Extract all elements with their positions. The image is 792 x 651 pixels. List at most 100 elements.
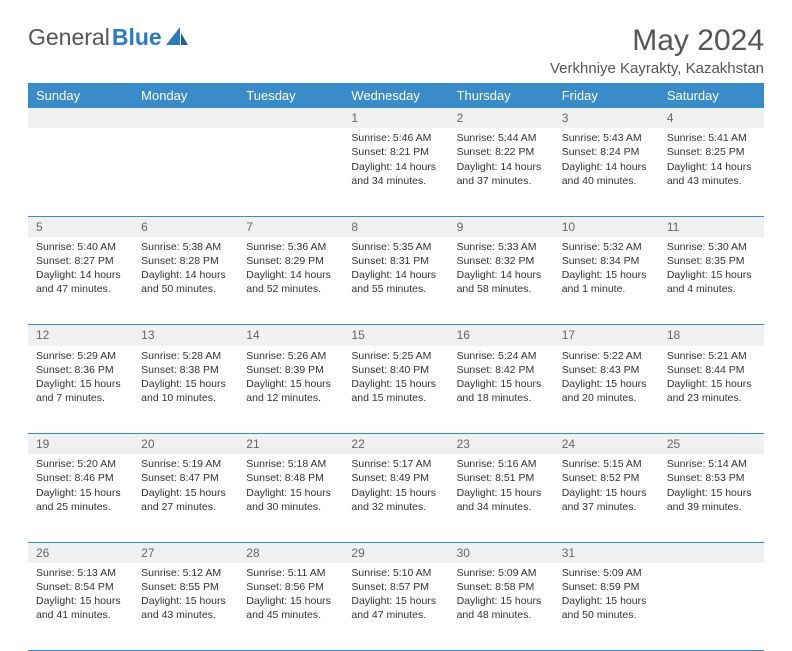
daylight-text: Daylight: 14 hours and 37 minutes. — [457, 160, 546, 188]
day-number: 13 — [133, 325, 238, 346]
daylight-text: Daylight: 14 hours and 50 minutes. — [141, 268, 230, 296]
day-header: Saturday — [659, 83, 764, 108]
sunset-text: Sunset: 8:44 PM — [667, 363, 756, 377]
sunrise-text: Sunrise: 5:46 AM — [351, 131, 440, 145]
sunrise-text: Sunrise: 5:24 AM — [457, 349, 546, 363]
day-header-row: Sunday Monday Tuesday Wednesday Thursday… — [28, 83, 764, 108]
sunset-text: Sunset: 8:24 PM — [562, 145, 651, 159]
day-number: 3 — [554, 108, 659, 128]
sunset-text: Sunset: 8:55 PM — [141, 580, 230, 594]
daylight-text: Daylight: 15 hours and 39 minutes. — [667, 486, 756, 514]
week-row: Sunrise: 5:46 AMSunset: 8:21 PM Daylight:… — [28, 128, 764, 216]
day-number: 15 — [343, 325, 448, 346]
day-number: 31 — [554, 542, 659, 563]
sunset-text: Sunset: 8:53 PM — [667, 471, 756, 485]
day-cell: Sunrise: 5:17 AMSunset: 8:49 PMDaylight:… — [343, 454, 448, 542]
day-number: 8 — [343, 216, 448, 237]
day-number: 18 — [659, 325, 764, 346]
day-number: 16 — [449, 325, 554, 346]
day-header: Monday — [133, 83, 238, 108]
day-cell: Sunrise: 5:41 AMSunset: 8:25 PMDaylight:… — [659, 128, 764, 216]
day-cell: Sunrise: 5:40 AMSunset: 8:27 PMDaylight:… — [28, 237, 133, 325]
daylight-text: Daylight: 15 hours and 50 minutes. — [562, 594, 651, 622]
day-number: 14 — [238, 325, 343, 346]
sunset-text: Sunset: 8:42 PM — [457, 363, 546, 377]
day-cell: Sunrise: 5:29 AMSunset: 8:36 PMDaylight:… — [28, 346, 133, 434]
sunrise-text: Sunrise: 5:09 AM — [562, 566, 651, 580]
sunrise-text: Sunrise: 5:21 AM — [667, 349, 756, 363]
sunset-text: Sunset: 8:46 PM — [36, 471, 125, 485]
day-number — [28, 108, 133, 128]
day-header: Thursday — [449, 83, 554, 108]
sunset-text: Sunset: 8:35 PM — [667, 254, 756, 268]
day-number: 2 — [449, 108, 554, 128]
daylight-text: Daylight: 15 hours and 23 minutes. — [667, 377, 756, 405]
week-row: Sunrise: 5:40 AMSunset: 8:27 PMDaylight:… — [28, 237, 764, 325]
day-cell: Sunrise: 5:16 AMSunset: 8:51 PMDaylight:… — [449, 454, 554, 542]
day-number — [659, 542, 764, 563]
sunset-text: Sunset: 8:39 PM — [246, 363, 335, 377]
day-header: Sunday — [28, 83, 133, 108]
sunrise-text: Sunrise: 5:44 AM — [457, 131, 546, 145]
title-block: May 2024 Verkhniye Kayrakty, Kazakhstan — [550, 24, 764, 77]
daylight-text: Daylight: 15 hours and 1 minute. — [562, 268, 651, 296]
daylight-text: Daylight: 15 hours and 48 minutes. — [457, 594, 546, 622]
daylight-text: Daylight: 14 hours and 55 minutes. — [351, 268, 440, 296]
sunrise-text: Sunrise: 5:36 AM — [246, 240, 335, 254]
daylight-text: Daylight: 15 hours and 41 minutes. — [36, 594, 125, 622]
day-number: 10 — [554, 216, 659, 237]
day-cell: Sunrise: 5:14 AMSunset: 8:53 PMDaylight:… — [659, 454, 764, 542]
sunset-text: Sunset: 8:54 PM — [36, 580, 125, 594]
daylight-text: Daylight: 15 hours and 27 minutes. — [141, 486, 230, 514]
daylight-text: Daylight: 15 hours and 34 minutes. — [457, 486, 546, 514]
daylight-text: Daylight: 14 hours and 47 minutes. — [36, 268, 125, 296]
sunrise-text: Sunrise: 5:15 AM — [562, 457, 651, 471]
day-number: 20 — [133, 434, 238, 455]
daylight-text: Daylight: 15 hours and 18 minutes. — [457, 377, 546, 405]
day-number: 28 — [238, 542, 343, 563]
sunset-text: Sunset: 8:49 PM — [351, 471, 440, 485]
day-cell: Sunrise: 5:38 AMSunset: 8:28 PMDaylight:… — [133, 237, 238, 325]
day-cell: Sunrise: 5:46 AMSunset: 8:21 PMDaylight:… — [343, 128, 448, 216]
daylight-text: Daylight: 15 hours and 37 minutes. — [562, 486, 651, 514]
day-cell: Sunrise: 5:30 AMSunset: 8:35 PMDaylight:… — [659, 237, 764, 325]
sunrise-text: Sunrise: 5:16 AM — [457, 457, 546, 471]
day-cell — [133, 128, 238, 216]
day-number: 21 — [238, 434, 343, 455]
day-number: 22 — [343, 434, 448, 455]
daylight-text: Daylight: 15 hours and 12 minutes. — [246, 377, 335, 405]
sunrise-text: Sunrise: 5:22 AM — [562, 349, 651, 363]
daylight-text: Daylight: 15 hours and 7 minutes. — [36, 377, 125, 405]
day-number: 27 — [133, 542, 238, 563]
sunset-text: Sunset: 8:38 PM — [141, 363, 230, 377]
day-cell: Sunrise: 5:44 AMSunset: 8:22 PMDaylight:… — [449, 128, 554, 216]
day-cell: Sunrise: 5:11 AMSunset: 8:56 PMDaylight:… — [238, 563, 343, 651]
brand-part2: Blue — [112, 24, 162, 51]
day-cell: Sunrise: 5:10 AMSunset: 8:57 PMDaylight:… — [343, 563, 448, 651]
sunset-text: Sunset: 8:25 PM — [667, 145, 756, 159]
day-cell: Sunrise: 5:26 AMSunset: 8:39 PMDaylight:… — [238, 346, 343, 434]
day-number: 24 — [554, 434, 659, 455]
day-number: 30 — [449, 542, 554, 563]
daynum-row: 12131415161718 — [28, 325, 764, 346]
day-number — [238, 108, 343, 128]
day-number: 4 — [659, 108, 764, 128]
day-cell: Sunrise: 5:28 AMSunset: 8:38 PMDaylight:… — [133, 346, 238, 434]
sunrise-text: Sunrise: 5:25 AM — [351, 349, 440, 363]
daynum-row: 262728293031 — [28, 542, 764, 563]
sunset-text: Sunset: 8:43 PM — [562, 363, 651, 377]
sunrise-text: Sunrise: 5:13 AM — [36, 566, 125, 580]
sunset-text: Sunset: 8:21 PM — [351, 145, 440, 159]
sunset-text: Sunset: 8:22 PM — [457, 145, 546, 159]
sunrise-text: Sunrise: 5:11 AM — [246, 566, 335, 580]
sunset-text: Sunset: 8:36 PM — [36, 363, 125, 377]
day-number: 19 — [28, 434, 133, 455]
sunset-text: Sunset: 8:56 PM — [246, 580, 335, 594]
week-row: Sunrise: 5:13 AMSunset: 8:54 PMDaylight:… — [28, 563, 764, 651]
daylight-text: Daylight: 15 hours and 43 minutes. — [141, 594, 230, 622]
day-number: 1 — [343, 108, 448, 128]
sunrise-text: Sunrise: 5:09 AM — [457, 566, 546, 580]
sunset-text: Sunset: 8:40 PM — [351, 363, 440, 377]
day-cell — [238, 128, 343, 216]
sunrise-text: Sunrise: 5:10 AM — [351, 566, 440, 580]
